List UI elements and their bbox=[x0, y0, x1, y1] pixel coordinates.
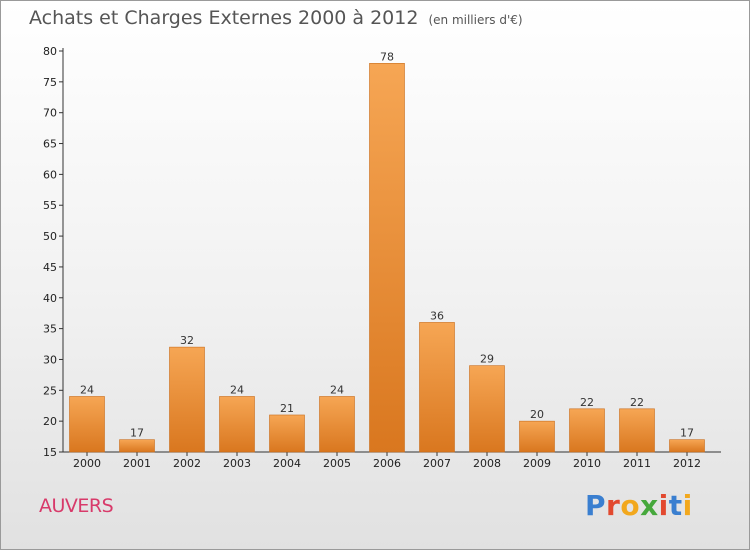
y-tick-label: 60 bbox=[43, 168, 57, 181]
logo-letter: P bbox=[585, 489, 607, 522]
title-subtitle: (en milliers d'€) bbox=[428, 13, 523, 27]
bar-2003 bbox=[219, 396, 255, 453]
data-label-2007: 36 bbox=[430, 309, 444, 322]
data-label-2010: 22 bbox=[580, 396, 594, 409]
bar-2010 bbox=[569, 408, 605, 453]
bar-2004 bbox=[269, 414, 305, 453]
x-tick-label: 2004 bbox=[273, 457, 301, 470]
data-label-2012: 17 bbox=[680, 427, 694, 440]
y-tick-label: 45 bbox=[43, 261, 57, 274]
bar-2006 bbox=[369, 63, 405, 453]
x-tick-label: 2007 bbox=[423, 457, 451, 470]
y-tick-label: 40 bbox=[43, 292, 57, 305]
logo-letter: i bbox=[682, 489, 693, 522]
data-label-2004: 21 bbox=[280, 402, 294, 415]
y-tick-label: 80 bbox=[43, 45, 57, 58]
y-tick-label: 75 bbox=[43, 76, 57, 89]
x-tick-label: 2001 bbox=[123, 457, 151, 470]
place-name: AUVERS bbox=[39, 495, 114, 517]
bars bbox=[69, 63, 705, 453]
y-tick-label: 50 bbox=[43, 230, 57, 243]
y-tick-label: 35 bbox=[43, 323, 57, 336]
logo-letter: o bbox=[620, 489, 641, 522]
data-label-2000: 24 bbox=[80, 383, 94, 396]
x-tick-label: 2000 bbox=[73, 457, 101, 470]
data-label-2008: 29 bbox=[480, 353, 494, 366]
data-label-2001: 17 bbox=[130, 427, 144, 440]
logo-letter: r bbox=[606, 489, 621, 522]
logo-letter: i bbox=[658, 489, 669, 522]
y-tick-label: 25 bbox=[43, 384, 57, 397]
bar-2009 bbox=[519, 420, 555, 453]
y-tick-label: 70 bbox=[43, 107, 57, 120]
chart-title: Achats et Charges Externes 2000 à 2012 (e… bbox=[29, 7, 523, 29]
y-tick-label: 30 bbox=[43, 353, 57, 366]
logo-letter: t bbox=[668, 489, 683, 522]
y-tick-label: 65 bbox=[43, 138, 57, 151]
bar-2011 bbox=[619, 408, 655, 453]
bar-2005 bbox=[319, 396, 355, 453]
x-tick-label: 2005 bbox=[323, 457, 351, 470]
data-label-2003: 24 bbox=[230, 383, 244, 396]
x-tick-label: 2008 bbox=[473, 457, 501, 470]
x-tick-label: 2009 bbox=[523, 457, 551, 470]
bar-2000 bbox=[69, 396, 105, 453]
data-label-2006: 78 bbox=[380, 50, 394, 63]
y-tick-label: 20 bbox=[43, 415, 57, 428]
data-label-2005: 24 bbox=[330, 383, 344, 396]
x-tick-label: 2011 bbox=[623, 457, 651, 470]
data-label-2011: 22 bbox=[630, 396, 644, 409]
data-label-2009: 20 bbox=[530, 408, 544, 421]
bar-2012 bbox=[669, 439, 705, 453]
y-tick-label: 15 bbox=[43, 446, 57, 459]
title-main: Achats et Charges Externes 2000 à 2012 bbox=[29, 7, 419, 29]
bar-2007 bbox=[419, 322, 455, 453]
bar-2008 bbox=[469, 365, 505, 453]
x-tick-label: 2003 bbox=[223, 457, 251, 470]
proxiti-logo: Proxiti bbox=[585, 489, 693, 522]
data-labels: 24 17 32 24 21 24 78 36 29 20 22 22 17 bbox=[80, 50, 694, 439]
x-tick-label: 2010 bbox=[573, 457, 601, 470]
axes: 15 20 25 30 35 40 45 50 55 60 65 70 75 80 2000 2001 2002… bbox=[43, 45, 721, 470]
logo-letter: x bbox=[640, 489, 659, 522]
data-label-2002: 32 bbox=[180, 334, 194, 347]
y-tick-label: 55 bbox=[43, 199, 57, 212]
bar-2001 bbox=[119, 439, 155, 453]
x-tick-label: 2012 bbox=[673, 457, 701, 470]
x-tick-label: 2002 bbox=[173, 457, 201, 470]
bar-2002 bbox=[169, 346, 205, 453]
x-tick-label: 2006 bbox=[373, 457, 401, 470]
